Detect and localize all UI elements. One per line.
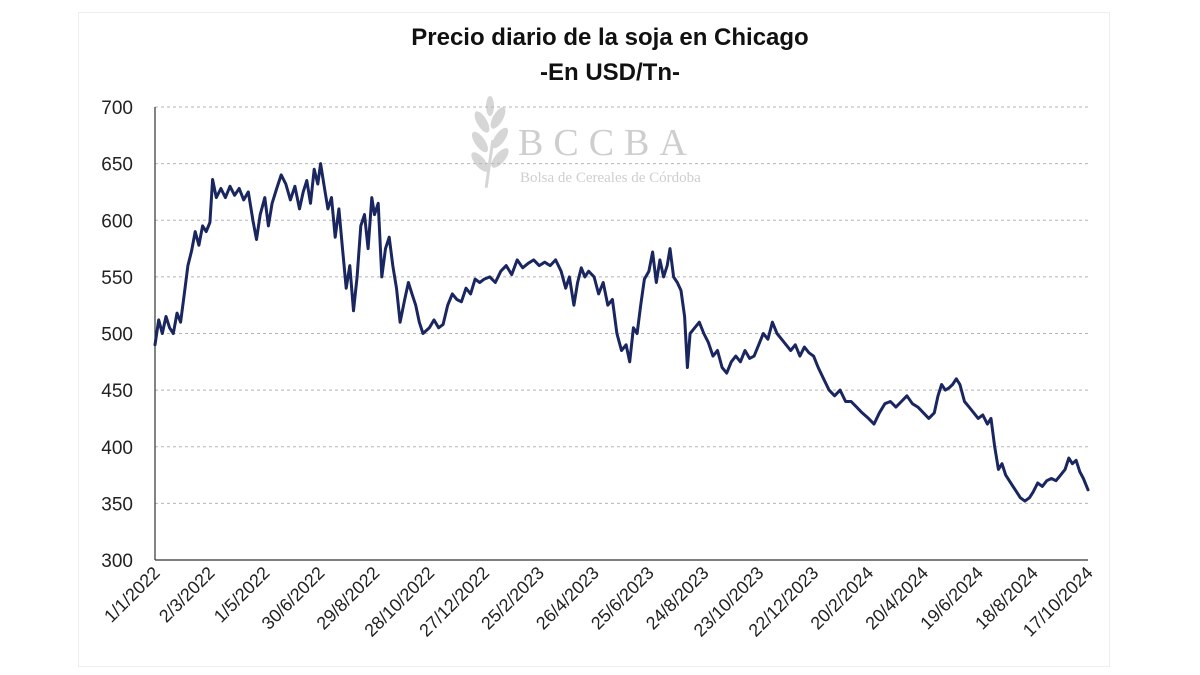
watermark-logo-text: BCCBA — [518, 122, 697, 164]
y-tick-label: 600 — [101, 211, 133, 232]
y-tick-label: 650 — [101, 155, 133, 176]
chart-subtitle: -En USD/Tn- — [540, 59, 680, 86]
y-tick-label: 450 — [101, 381, 133, 402]
axes — [154, 107, 1088, 561]
y-tick-label: 300 — [101, 551, 133, 572]
y-tick-label: 400 — [101, 438, 133, 459]
watermark-logo: BCCBA Bolsa de Cereales de Córdoba — [471, 96, 701, 188]
chart-frame — [78, 12, 1110, 667]
x-tick-label: 2/3/2022 — [155, 563, 219, 627]
watermark-org-name: Bolsa de Cereales de Córdoba — [520, 170, 701, 186]
x-tick-label: 1/1/2022 — [100, 563, 164, 627]
grid-lines — [155, 106, 1088, 504]
y-tick-label: 700 — [101, 98, 133, 119]
chart-title: Precio diario de la soja en Chicago — [411, 24, 808, 51]
y-tick-label: 350 — [101, 494, 133, 515]
y-tick-label: 550 — [101, 268, 133, 289]
wheat-icon — [471, 96, 509, 188]
x-axis-ticks: 1/1/20222/3/20221/5/202230/6/202229/8/20… — [100, 563, 1097, 641]
y-tick-label: 500 — [101, 325, 133, 346]
series-line — [153, 162, 1090, 503]
y-axis-ticks: 300 350 400 450 500 550 600 650 700 — [101, 98, 133, 572]
